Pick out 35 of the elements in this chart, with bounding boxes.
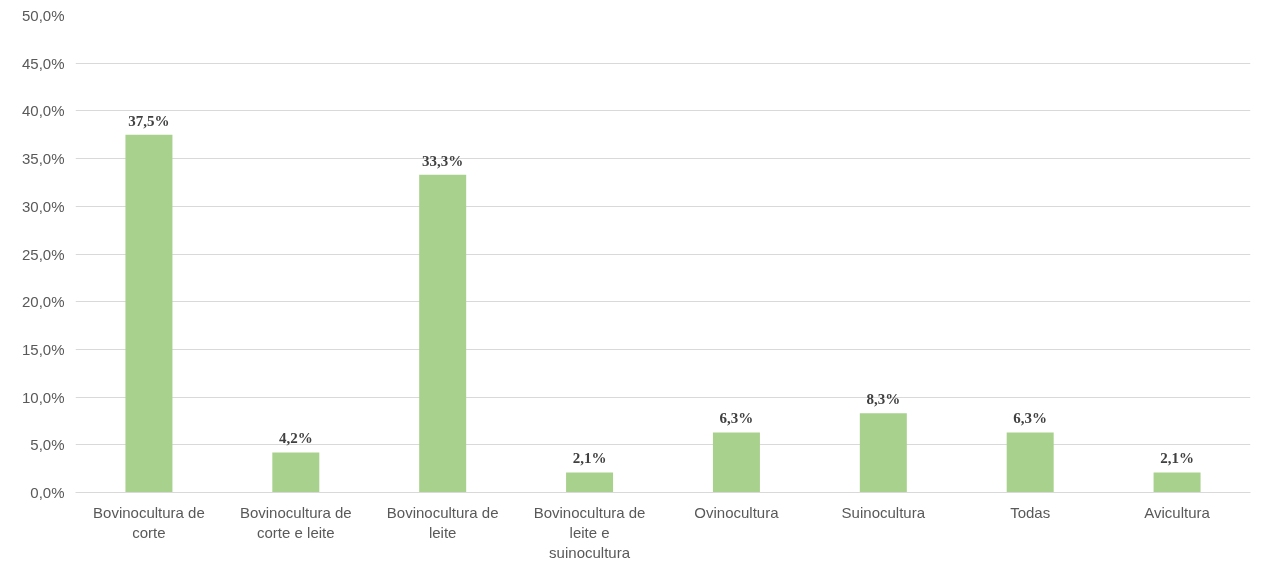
y-tick-label: 30,0% xyxy=(21,197,65,215)
x-tick-label: Bovinocultura de leite xyxy=(386,503,499,541)
x-tick-label: Bovinocultura de leite e suinocultura xyxy=(533,503,646,562)
data-label: 4,2% xyxy=(278,430,313,447)
bar xyxy=(712,432,760,493)
bar xyxy=(1006,432,1054,493)
y-tick-label: 50,0% xyxy=(21,7,65,24)
y-tick-label: 40,0% xyxy=(21,102,65,120)
bar xyxy=(272,452,320,493)
y-tick-label: 25,0% xyxy=(21,245,65,263)
bar xyxy=(419,174,467,493)
bar xyxy=(859,413,907,493)
x-tick-label: Todas xyxy=(1010,503,1051,521)
data-label: 8,3% xyxy=(866,391,901,408)
bar xyxy=(125,134,173,493)
x-tick-label: Bovinocultura de corte xyxy=(93,503,205,541)
bar xyxy=(1153,472,1201,493)
y-tick-label: 5,0% xyxy=(30,436,65,454)
bar xyxy=(566,472,614,493)
y-tick-label: 45,0% xyxy=(21,54,65,72)
data-label: 6,3% xyxy=(719,410,754,427)
x-tick-label: Avicultura xyxy=(1144,503,1211,521)
data-label: 2,1% xyxy=(572,450,607,467)
data-label: 6,3% xyxy=(1013,410,1048,427)
y-tick-label: 10,0% xyxy=(21,388,65,406)
x-tick-label: Ovinocultura xyxy=(694,503,780,521)
x-tick-label: Suinocultura xyxy=(841,503,926,521)
y-tick-label: 20,0% xyxy=(21,293,65,311)
y-tick-label: 15,0% xyxy=(21,340,65,358)
data-label: 33,3% xyxy=(422,152,464,169)
y-tick-label: 35,0% xyxy=(21,150,65,168)
x-tick-label: Bovinocultura de corte e leite xyxy=(239,503,352,541)
y-tick-label: 0,0% xyxy=(30,484,65,501)
data-label: 2,1% xyxy=(1160,450,1194,467)
data-label: 37,5% xyxy=(128,112,170,129)
